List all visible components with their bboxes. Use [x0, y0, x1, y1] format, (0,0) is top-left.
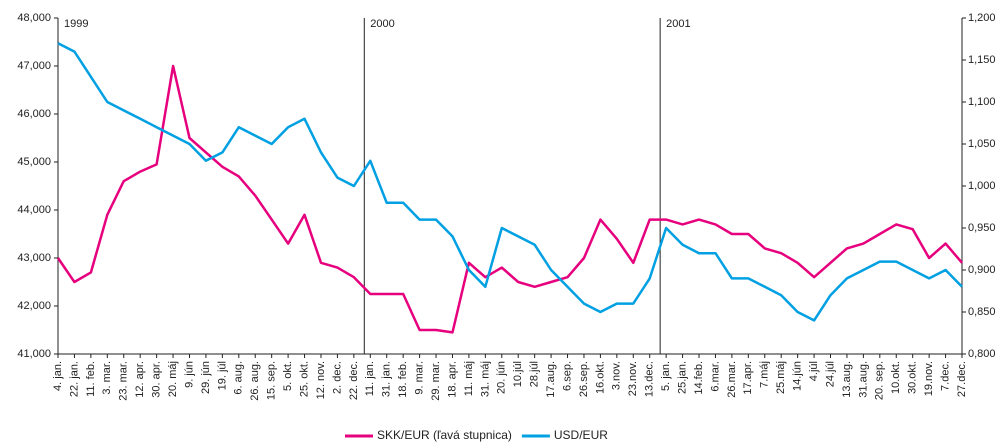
x-tick-label: 5. okt. — [282, 361, 294, 391]
x-tick-label: 6.mar. — [709, 361, 721, 392]
x-tick-label: 10.okt. — [890, 361, 902, 394]
x-tick-label: 24.júl — [824, 361, 836, 387]
x-tick-label: 4.júl — [808, 361, 820, 381]
x-tick-label: 6.sep. — [561, 361, 573, 391]
y-tick-label: 41,000 — [17, 348, 51, 360]
y2-tick-label: 0,950 — [968, 222, 996, 234]
year-label: 2001 — [666, 18, 690, 30]
x-tick-label: 10.júl — [512, 361, 524, 387]
x-tick-label: 3.nov. — [611, 361, 623, 390]
x-tick-label: 16.okt. — [594, 361, 606, 394]
x-tick-label: 9. mar. — [414, 361, 426, 395]
series-line — [56, 64, 963, 334]
x-tick-label: 27.dec. — [956, 361, 968, 397]
x-tick-label: 23. mar. — [118, 361, 130, 401]
y-tick-label: 47,000 — [17, 60, 51, 72]
x-tick-label: 5. jan. — [660, 361, 672, 391]
x-tick-label: 20. máj — [167, 361, 179, 397]
x-tick-label: 13.dec. — [644, 361, 656, 397]
x-tick-label: 3. mar. — [101, 361, 113, 395]
y2-tick-label: 1,200 — [968, 12, 996, 24]
x-tick-label: 31. jan. — [381, 361, 393, 397]
x-tick-label: 6. aug. — [233, 361, 245, 395]
x-tick-label: 12. nov. — [315, 361, 327, 399]
x-tick-label: 29. jún — [200, 361, 212, 394]
year-label: 1999 — [64, 18, 88, 30]
x-tick-label: 31.aug. — [857, 361, 869, 398]
y2-tick-label: 0,850 — [968, 306, 996, 318]
x-tick-label: 26.mar. — [726, 361, 738, 398]
y2-tick-label: 1,050 — [968, 138, 996, 150]
x-tick-label: 11. feb. — [85, 361, 97, 397]
x-tick-label: 13.aug. — [841, 361, 853, 398]
x-tick-label: 4. jan. — [52, 361, 64, 391]
x-tick-label: 17.aug. — [545, 361, 557, 398]
x-tick-label: 26.sep. — [578, 361, 590, 397]
x-tick-label: 25.máj — [775, 361, 787, 394]
y2-tick-label: 1,150 — [968, 54, 996, 66]
x-tick-label: 2. dec. — [331, 361, 343, 394]
x-tick-label: 7.máj — [759, 361, 771, 388]
x-tick-label: 29. mar. — [430, 361, 442, 401]
x-tick-label: 30. apr. — [151, 361, 163, 398]
x-tick-label: 11. máj — [463, 361, 475, 396]
x-tick-label: 22. jan. — [68, 361, 80, 397]
y-tick-label: 45,000 — [17, 156, 51, 168]
y2-tick-label: 1,000 — [968, 180, 996, 192]
x-tick-label: 23.nov. — [627, 361, 639, 396]
y2-tick-label: 0,900 — [968, 264, 996, 276]
x-tick-label: 18. apr. — [446, 361, 458, 398]
y-tick-label: 48,000 — [17, 12, 51, 24]
x-tick-label: 14.feb. — [693, 361, 705, 395]
x-tick-label: 15. sep. — [266, 361, 278, 400]
y-tick-label: 46,000 — [17, 108, 51, 120]
x-tick-label: 19. júl — [216, 361, 228, 390]
y2-tick-label: 0,800 — [968, 348, 996, 360]
x-tick-label: 11. jan. — [364, 361, 376, 396]
x-tick-label: 26. aug. — [249, 361, 261, 401]
y-tick-label: 42,000 — [17, 300, 51, 312]
x-tick-label: 30.okt. — [907, 361, 919, 394]
x-tick-label: 18. feb. — [397, 361, 409, 398]
legend-label: USD/EUR — [554, 428, 608, 442]
x-tick-label: 28.júl — [529, 361, 541, 387]
x-tick-label: 25.jan. — [676, 361, 688, 394]
x-tick-label: 31. máj — [479, 361, 491, 397]
x-tick-label: 17.apr. — [742, 361, 754, 395]
x-tick-label: 19.nov. — [923, 361, 935, 396]
x-tick-label: 12. apr. — [134, 361, 146, 398]
x-tick-label: 7.dec. — [939, 361, 951, 391]
year-label: 2000 — [370, 18, 394, 30]
series-line — [57, 42, 963, 322]
x-tick-label: 22. dec. — [348, 361, 360, 400]
x-tick-label: 20. sep. — [874, 361, 886, 400]
x-tick-label: 25. okt. — [298, 361, 310, 397]
y-tick-label: 43,000 — [17, 252, 51, 264]
x-tick-label: 14.jún — [792, 361, 804, 391]
y-tick-label: 44,000 — [17, 204, 51, 216]
legend-label: SKK/EUR (ľavá stupnica) — [377, 428, 512, 442]
y2-tick-label: 1,100 — [968, 96, 996, 108]
x-tick-label: 20. jún — [496, 361, 508, 394]
x-tick-label: 9. jún — [183, 361, 195, 388]
